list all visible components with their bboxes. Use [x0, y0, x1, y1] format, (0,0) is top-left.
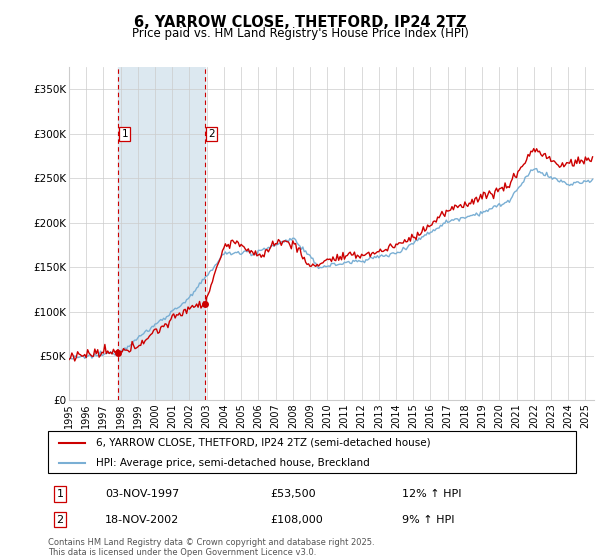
Text: 03-NOV-1997: 03-NOV-1997 [105, 489, 179, 499]
Text: 1: 1 [56, 489, 64, 499]
Text: 2: 2 [208, 129, 215, 139]
Text: £53,500: £53,500 [270, 489, 316, 499]
Text: 9% ↑ HPI: 9% ↑ HPI [402, 515, 455, 525]
Bar [118, 67, 205, 400]
Text: 6, YARROW CLOSE, THETFORD, IP24 2TZ: 6, YARROW CLOSE, THETFORD, IP24 2TZ [134, 15, 466, 30]
Text: Price paid vs. HM Land Registry's House Price Index (HPI): Price paid vs. HM Land Registry's House … [131, 27, 469, 40]
Text: 6, YARROW CLOSE, THETFORD, IP24 2TZ (semi-detached house): 6, YARROW CLOSE, THETFORD, IP24 2TZ (sem… [95, 438, 430, 448]
Text: £108,000: £108,000 [270, 515, 323, 525]
Text: 12% ↑ HPI: 12% ↑ HPI [402, 489, 461, 499]
Text: 18-NOV-2002: 18-NOV-2002 [105, 515, 179, 525]
Text: 1: 1 [121, 129, 128, 139]
Text: HPI: Average price, semi-detached house, Breckland: HPI: Average price, semi-detached house,… [95, 458, 369, 468]
Text: 2: 2 [56, 515, 64, 525]
Text: Contains HM Land Registry data © Crown copyright and database right 2025.
This d: Contains HM Land Registry data © Crown c… [48, 538, 374, 557]
